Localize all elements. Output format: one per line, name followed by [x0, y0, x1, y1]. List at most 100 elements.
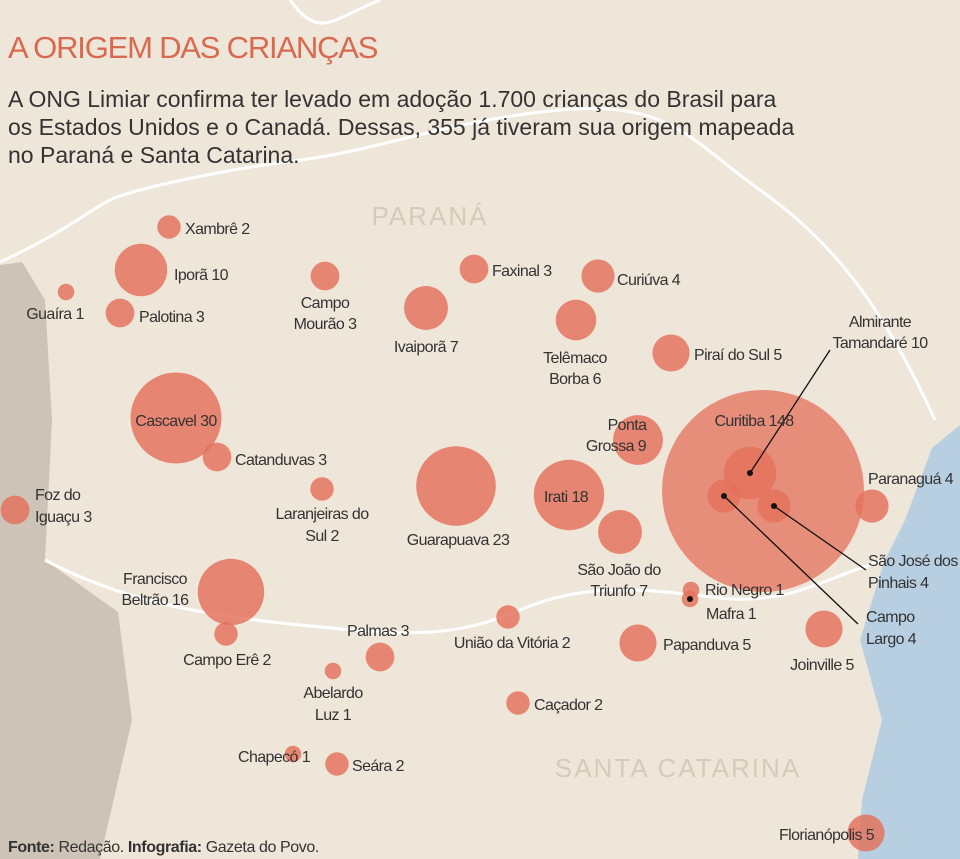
city-name: Palmas: [347, 623, 397, 640]
city-count: 30: [200, 413, 217, 430]
city-count: 3: [318, 452, 327, 469]
city-name: Telêmaco: [543, 350, 607, 367]
city-bubble: [555, 299, 597, 341]
city-name: Campo: [301, 295, 350, 312]
city-name: Piraí do Sul: [694, 347, 770, 364]
city-count: 1: [302, 749, 311, 766]
city-name: Catanduvas: [235, 452, 315, 469]
city-count: 1: [776, 582, 785, 599]
city-label: Triunfo 7: [590, 583, 648, 600]
city-count: 4: [945, 471, 954, 488]
credit-label: Infografia:: [128, 839, 202, 856]
state-border: [0, 107, 937, 421]
city-name: Iguaçu: [35, 509, 79, 526]
city-label: São José dos: [868, 553, 958, 570]
city-bubble: [662, 390, 864, 592]
city-bubble: [652, 334, 690, 372]
footer: Fonte: Redação. Infografia: Gazeta do Po…: [8, 839, 319, 856]
city-count: 5: [846, 657, 855, 674]
city-label: Foz do: [35, 487, 81, 504]
city-count: 7: [639, 583, 648, 600]
city-label: São João do: [577, 562, 661, 579]
city-label: Almirante: [849, 314, 912, 331]
city-name: Xambrê: [185, 221, 238, 238]
city-name: Chapecó: [238, 749, 299, 766]
city-bubble: [805, 610, 843, 648]
city-count: 148: [769, 413, 795, 430]
city-name: Cascavel: [135, 413, 196, 430]
city-label: Tamandaré 10: [832, 335, 928, 352]
city-label: Largo 4: [866, 631, 917, 648]
city-bubble: [202, 442, 232, 472]
city-bubble: [619, 624, 657, 662]
city-name: Grossa: [586, 438, 635, 455]
city-name: Borba: [549, 371, 589, 388]
city-bubble: [459, 254, 489, 284]
credit: Gazeta do Povo.: [206, 839, 319, 856]
city-label: Ivaiporã 7: [394, 339, 459, 356]
city-label: Borba 6: [549, 371, 602, 388]
city-label: Irati 18: [544, 489, 589, 506]
city-label: Curitiba 148: [714, 413, 794, 430]
city-name: Guaíra: [26, 306, 72, 323]
city-label: Guarapuava 23: [407, 532, 510, 549]
city-name: Largo: [866, 631, 905, 648]
city-label: Beltrão 16: [122, 592, 190, 609]
region-label: PARANÁ: [372, 201, 489, 231]
source-label: Fonte:: [8, 839, 54, 856]
city-count: 4: [672, 272, 681, 289]
city-label: Florianópolis 5: [779, 827, 875, 844]
city-name: Faxinal: [492, 263, 539, 280]
city-name: Curitiba: [714, 413, 765, 430]
leader-line: [723, 495, 859, 625]
city-bubble: [310, 261, 340, 291]
city-count: 3: [543, 263, 552, 280]
city-name: Palotina: [139, 309, 193, 326]
city-name: Ivaiporã: [394, 339, 447, 356]
city-bubble: [506, 691, 530, 715]
city-count: 2: [562, 635, 571, 652]
city-label: Guaíra 1: [26, 306, 84, 323]
city-name: Francisco: [123, 571, 188, 588]
city-bubble: [613, 415, 663, 465]
city-bubble: [847, 814, 885, 852]
city-bubble: [325, 752, 349, 776]
city-count: 10: [911, 335, 928, 352]
city-bubble: [365, 642, 395, 672]
city-name: Sul: [305, 528, 326, 545]
city-count: 18: [571, 489, 588, 506]
city-bubble: [214, 622, 238, 646]
city-name: Campo Erê: [183, 652, 259, 669]
city-count: 1: [75, 306, 84, 323]
city-label: Laranjeiras do: [276, 506, 370, 523]
city-count: 3: [348, 316, 357, 333]
city-name: Joinville: [790, 657, 842, 674]
city-bubble: [598, 510, 642, 554]
intro-line: os Estados Unidos e o Canadá. Dessas, 35…: [8, 114, 794, 140]
leader-dot: [721, 493, 727, 499]
city-label: Luz 1: [315, 707, 352, 724]
labels: Xambrê 2 Iporã 10 Guaíra 1 Palotina 3 Campo M…: [26, 221, 959, 844]
city-count: 3: [401, 623, 410, 640]
city-name: Seára: [352, 758, 392, 775]
city-count: 3: [196, 309, 205, 326]
city-label: Francisco: [123, 571, 188, 588]
city-label: Iporã 10: [174, 267, 229, 284]
city-bubble: [581, 259, 615, 293]
city-name: Triunfo: [590, 583, 636, 600]
city-label: Campo Erê 2: [183, 652, 271, 669]
city-label: Joinville 5: [790, 657, 854, 674]
city-label: Papanduva 5: [663, 637, 751, 654]
city-count: 5: [742, 637, 751, 654]
city-label: Mafra 1: [706, 606, 757, 623]
city-label: Xambrê 2: [185, 221, 250, 238]
region-label: SANTA CATARINA: [555, 753, 801, 783]
city-bubble: [855, 489, 889, 523]
city-name: Campo: [866, 609, 915, 626]
state-border: [288, 0, 381, 25]
city-name: Paranaguá: [868, 471, 942, 488]
city-label: Caçador 2: [534, 697, 603, 714]
leader-line: [749, 349, 831, 474]
city-name: Rio Negro: [705, 582, 772, 599]
